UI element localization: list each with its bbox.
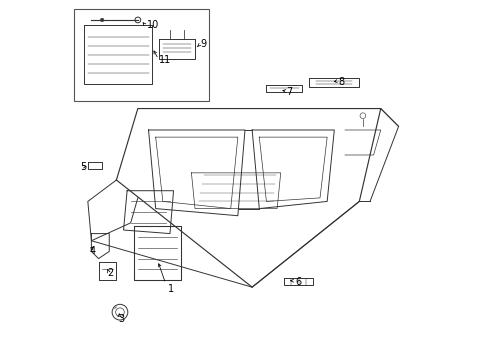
Text: 11: 11 bbox=[159, 55, 171, 65]
Text: 3: 3 bbox=[118, 314, 124, 324]
Bar bbox=[74, 9, 209, 102]
Text: 10: 10 bbox=[147, 19, 159, 30]
Text: 1: 1 bbox=[168, 284, 174, 294]
Text: 6: 6 bbox=[295, 277, 301, 287]
Text: 4: 4 bbox=[90, 247, 96, 256]
Text: 8: 8 bbox=[338, 77, 344, 87]
Text: 5: 5 bbox=[80, 162, 86, 172]
Circle shape bbox=[100, 18, 104, 22]
Text: 7: 7 bbox=[286, 87, 293, 98]
Text: 2: 2 bbox=[107, 268, 114, 278]
Text: 9: 9 bbox=[200, 39, 206, 49]
